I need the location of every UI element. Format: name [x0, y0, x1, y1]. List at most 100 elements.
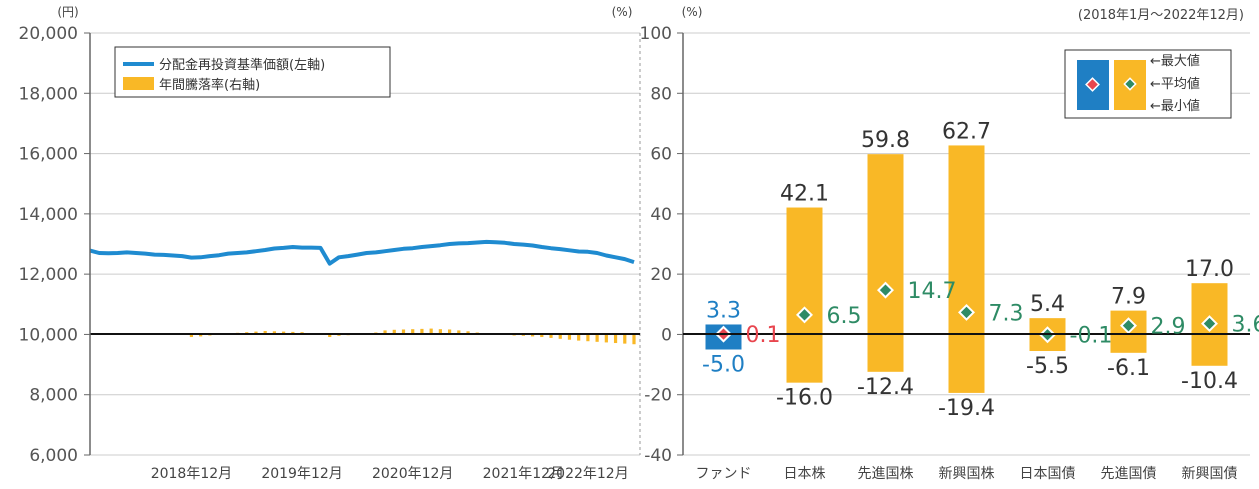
- return-bar: [401, 329, 406, 334]
- min-label: -5.0: [702, 353, 745, 378]
- min-label: -10.4: [1181, 369, 1238, 394]
- range-bars: [705, 145, 1228, 393]
- return-bar: [254, 331, 258, 334]
- right-y-unit: (%): [682, 5, 703, 19]
- avg-marker: [958, 303, 975, 321]
- right-x-ticks: ファンド 日本株 先進国株 新興国株 日本国債 先進国債 新興国債: [696, 466, 1238, 482]
- right-legend: ←最大値 ←平均値 ←最小値: [1064, 49, 1232, 119]
- range-bar-2: [786, 207, 823, 383]
- return-bar: [549, 334, 553, 338]
- return-bar: [438, 329, 442, 334]
- return-bar: [199, 334, 203, 337]
- return-bar: [457, 330, 461, 334]
- return-bar: [263, 330, 267, 334]
- left-y-tick-label: 6,000: [29, 446, 78, 466]
- right-x-tick-label: 先進国債: [1101, 466, 1157, 482]
- right-x-tick-label: 新興国債: [1182, 466, 1238, 482]
- max-label: 3.3: [706, 298, 741, 323]
- left-x-tick-label: 2021年12月: [483, 466, 564, 482]
- return-bar: [577, 334, 581, 341]
- left-y-tick-label: 18,000: [19, 84, 78, 104]
- right-x-tick-label: 先進国株: [858, 466, 914, 482]
- right-x-tick-label: ファンド: [696, 466, 752, 482]
- legend-label-nav: 分配金再投資基準価額(左軸): [159, 57, 325, 73]
- max-label: 62.7: [942, 119, 991, 144]
- legend-max-label: ←最大値: [1150, 53, 1200, 69]
- period-label: (2018年1月～2022年12月): [1078, 8, 1244, 23]
- max-label: 59.8: [861, 128, 910, 153]
- nav-series-line: [89, 239, 635, 266]
- avg-label: 0.1: [746, 323, 781, 348]
- min-label: -5.5: [1026, 354, 1069, 379]
- avg-marker: [877, 281, 894, 299]
- right-x-tick-label: 日本株: [784, 466, 826, 482]
- right-y-tick-label: 20: [650, 265, 672, 285]
- avg-label: 6.5: [827, 304, 862, 329]
- min-label: -19.4: [938, 396, 995, 421]
- legend-avg-label: ←平均値: [1150, 76, 1200, 92]
- left-y-tick-label: 10,000: [19, 325, 78, 345]
- min-label: -12.4: [857, 375, 914, 400]
- return-bar: [586, 334, 590, 342]
- right-y-tick-label: 40: [650, 205, 672, 225]
- left-x-tick-label: 2022年12月: [547, 466, 628, 482]
- right-y-tick-label: 0: [661, 325, 672, 345]
- range-bar-4: [948, 145, 985, 393]
- left-y-tick-label: 14,000: [19, 205, 78, 225]
- min-label: -16.0: [776, 386, 833, 411]
- avg-marker: [1120, 317, 1137, 335]
- return-bar: [411, 329, 415, 334]
- avg-label: 14.7: [908, 279, 957, 304]
- return-bar: [558, 334, 562, 339]
- return-bar: [392, 329, 396, 334]
- right-x-tick-label: 日本国債: [1020, 466, 1076, 482]
- max-label: 5.4: [1030, 292, 1065, 317]
- max-label: 7.9: [1111, 285, 1146, 310]
- return-bar: [540, 334, 544, 338]
- left-y-tick-label: 16,000: [19, 145, 78, 165]
- return-bar: [189, 334, 194, 338]
- left-y-tick-label: 8,000: [29, 386, 78, 406]
- legend-min-label: ←最小値: [1150, 98, 1200, 114]
- right-y-tick-label: 80: [650, 84, 672, 104]
- right-y-tick-label: -40: [644, 446, 672, 466]
- return-bar: [466, 331, 470, 334]
- range-bar-3: [867, 154, 904, 372]
- legend-label-return: 年間騰落率(右軸): [159, 77, 260, 93]
- return-bar: [530, 334, 535, 337]
- left-legend: 分配金再投資基準価額(左軸) 年間騰落率(右軸): [114, 46, 391, 98]
- return-bar: [447, 329, 452, 334]
- legend-max-marker: [1085, 77, 1100, 92]
- avg-label: 7.3: [989, 301, 1024, 326]
- avg-marker: [796, 306, 813, 324]
- left-y-tick-label: 20,000: [19, 24, 78, 44]
- right-y-ticks: 100 80 60 40 20 0 -20 -40: [640, 24, 683, 466]
- return-bar: [282, 331, 286, 334]
- return-bar: [567, 334, 572, 340]
- left-right-unit: (%): [612, 5, 633, 19]
- return-bar: [595, 334, 599, 342]
- legend-avg-marker: [1123, 77, 1137, 91]
- max-label: 17.0: [1185, 257, 1234, 282]
- left-y-tick-label: 12,000: [19, 265, 78, 285]
- left-x-tick-label: 2020年12月: [372, 466, 453, 482]
- legend-bar-swatch: [123, 77, 154, 90]
- return-bars: [189, 328, 636, 345]
- return-bar: [420, 328, 424, 334]
- return-bar: [613, 334, 618, 344]
- range-labels: 3.3 -5.00.1 42.1 -16.0 6.5 59.8 -12.4 14.7 62.7 -…: [702, 119, 1259, 420]
- min-label: -6.1: [1107, 356, 1150, 381]
- return-bar: [272, 331, 277, 334]
- left-legend-box: [114, 46, 391, 98]
- avg-label: 3.6: [1232, 313, 1259, 338]
- return-bar: [291, 331, 295, 334]
- return-bar: [632, 334, 636, 345]
- right-x-tick-label: 新興国株: [939, 466, 995, 482]
- avg-marker: [1201, 315, 1218, 333]
- avg-label: 2.9: [1151, 315, 1186, 340]
- right-y-tick-label: -20: [644, 386, 672, 406]
- avg-label: -0.1: [1070, 324, 1113, 349]
